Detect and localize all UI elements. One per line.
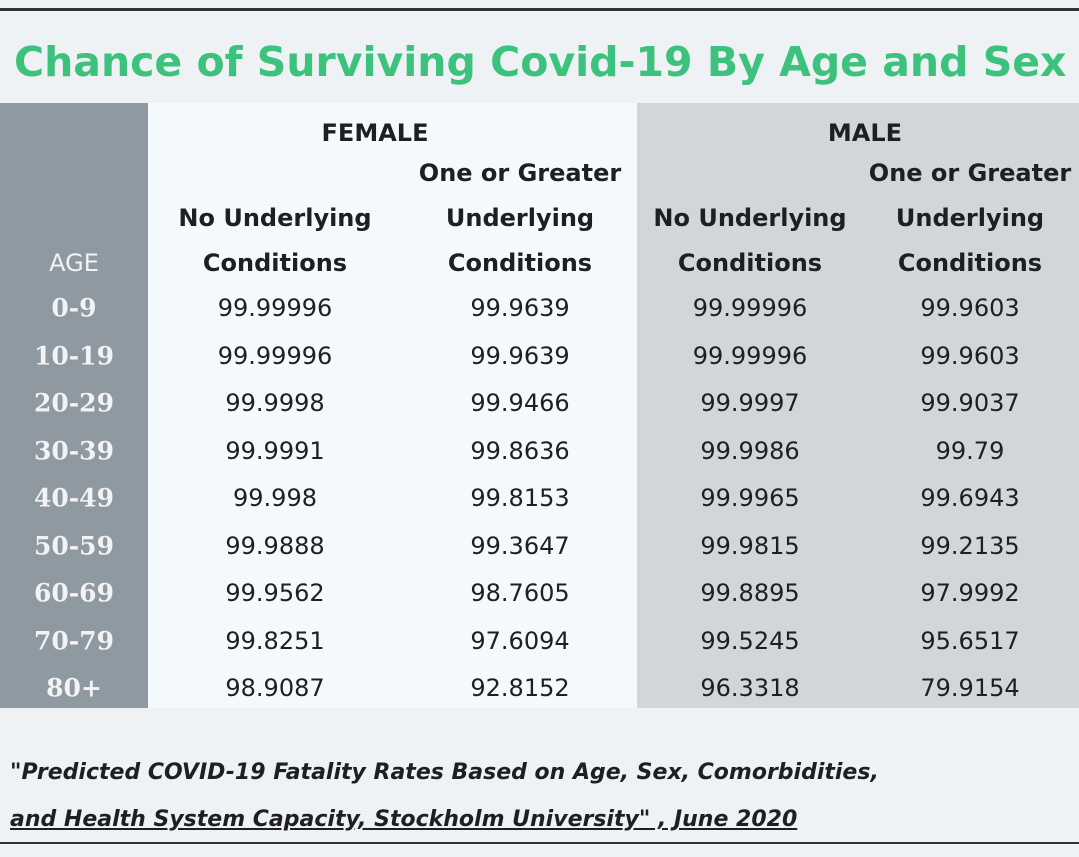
group-header: MALE [827,119,903,147]
column-header: Underlying [895,204,1045,232]
cell: 99.99996 [217,294,333,322]
age-column-bg [0,103,148,708]
male-bg [637,103,1079,708]
cell: 99.9991 [225,436,325,465]
cell: 99.79 [935,436,1005,465]
cell: 99.9639 [470,294,570,322]
column-header: Conditions [677,249,823,277]
column-header: Underlying [445,204,595,232]
cell: 99.9997 [700,389,800,417]
age-label: 30-39 [34,436,114,465]
cell: 98.7605 [470,579,570,607]
cell: 99.99996 [217,341,333,370]
cell: 79.9154 [920,674,1020,702]
cell: 99.8153 [470,484,570,512]
cell: 99.9965 [700,484,800,512]
cell: 99.99996 [692,294,808,322]
cell: 99.3647 [470,531,570,560]
top-rule [0,8,1079,11]
cell: 99.8636 [470,436,570,465]
column-header: Conditions [897,249,1043,277]
cell: 99.9466 [470,389,570,417]
age-label: 10-19 [34,341,114,370]
cell: 99.6943 [920,484,1020,512]
cell: 92.8152 [470,674,570,702]
age-label: 40-49 [34,483,114,513]
column-header: No Underlying [653,204,847,232]
female-bg [148,103,637,708]
column-header: One or Greater [868,159,1072,187]
group-header: FEMALE [321,119,429,147]
cell: 96.3318 [700,674,800,702]
cell: 95.6517 [920,626,1020,655]
age-label: 20-29 [34,388,114,418]
cell: 97.6094 [470,626,570,655]
source-citation: and Health System Capacity, Stockholm Un… [10,807,798,832]
cell: 99.9603 [920,294,1020,322]
cell: 99.9888 [225,531,325,560]
cell: 99.9562 [225,579,325,607]
column-header: Conditions [447,249,593,277]
cell: 99.8251 [225,626,325,655]
column-header: No Underlying [178,204,372,232]
title: Chance of Surviving Covid-19 By Age and … [14,38,1067,86]
cell: 99.8895 [700,579,800,607]
column-header: Conditions [202,249,348,277]
cell: 99.5245 [700,626,800,655]
age-label: 70-79 [34,626,114,655]
age-label: 80+ [46,673,102,703]
age-label: 50-59 [34,531,114,560]
cell: 98.9087 [225,674,325,702]
cell: 99.2135 [920,531,1020,560]
cell: 99.9815 [700,531,800,560]
cell: 97.9992 [920,579,1020,607]
column-header: One or Greater [418,159,622,187]
cell: 99.9603 [920,341,1020,370]
age-label: 0-9 [51,293,97,323]
cell: 99.99996 [692,341,808,370]
cell: 99.9037 [920,389,1020,417]
cell: 99.998 [233,484,317,512]
cell: 99.9639 [470,341,570,370]
cell: 99.9986 [700,436,800,465]
source-citation: "Predicted COVID-19 Fatality Rates Based… [10,760,879,785]
bottom-rule [0,842,1079,844]
age-label: 60-69 [34,578,114,608]
age-header: AGE [49,249,99,277]
cell: 99.9998 [225,389,325,417]
